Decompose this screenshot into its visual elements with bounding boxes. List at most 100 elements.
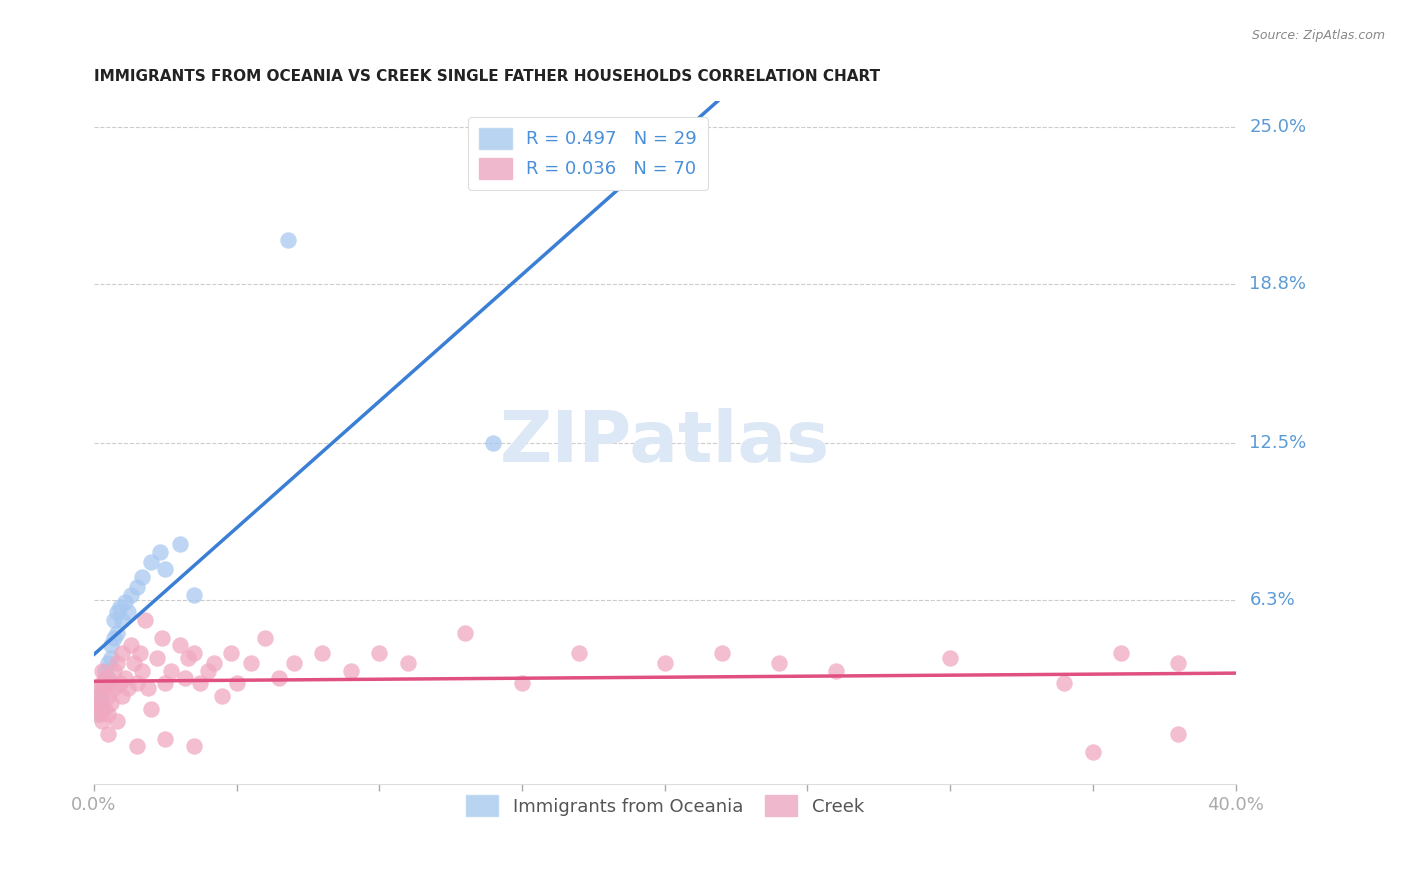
Point xyxy=(139,701,162,715)
Point xyxy=(825,664,848,678)
Text: Source: ZipAtlas.com: Source: ZipAtlas.com xyxy=(1251,29,1385,43)
Point xyxy=(174,671,197,685)
Point xyxy=(277,234,299,248)
Point xyxy=(86,706,108,721)
Point xyxy=(97,706,120,721)
Point xyxy=(108,600,131,615)
Point xyxy=(211,689,233,703)
Point xyxy=(939,651,962,665)
Text: 6.3%: 6.3% xyxy=(1250,591,1295,608)
Text: 25.0%: 25.0% xyxy=(1250,118,1306,136)
Point xyxy=(131,570,153,584)
Point xyxy=(103,681,125,696)
Point xyxy=(103,664,125,678)
Point xyxy=(100,697,122,711)
Point xyxy=(122,656,145,670)
Point xyxy=(97,727,120,741)
Text: IMMIGRANTS FROM OCEANIA VS CREEK SINGLE FATHER HOUSEHOLDS CORRELATION CHART: IMMIGRANTS FROM OCEANIA VS CREEK SINGLE … xyxy=(94,69,880,84)
Point xyxy=(339,664,361,678)
Point xyxy=(86,689,108,703)
Point xyxy=(1167,727,1189,741)
Point xyxy=(111,689,134,703)
Point xyxy=(105,625,128,640)
Point xyxy=(94,701,117,715)
Point xyxy=(91,714,114,728)
Point xyxy=(91,681,114,696)
Point xyxy=(254,631,277,645)
Point xyxy=(510,676,533,690)
Point xyxy=(136,681,159,696)
Text: ZIPatlas: ZIPatlas xyxy=(499,409,830,477)
Point xyxy=(117,606,139,620)
Point xyxy=(91,701,114,715)
Point xyxy=(91,676,114,690)
Point xyxy=(311,646,333,660)
Point xyxy=(219,646,242,660)
Legend: Immigrants from Oceania, Creek: Immigrants from Oceania, Creek xyxy=(458,788,872,823)
Point xyxy=(120,638,142,652)
Point xyxy=(125,580,148,594)
Point xyxy=(1053,676,1076,690)
Point xyxy=(188,676,211,690)
Point xyxy=(454,625,477,640)
Point xyxy=(710,646,733,660)
Point xyxy=(94,664,117,678)
Point xyxy=(155,731,177,746)
Point xyxy=(155,562,177,576)
Point xyxy=(105,606,128,620)
Point xyxy=(177,651,200,665)
Point xyxy=(1111,646,1133,660)
Point xyxy=(169,537,191,551)
Point xyxy=(114,595,136,609)
Point xyxy=(283,656,305,670)
Point xyxy=(1167,656,1189,670)
Point xyxy=(183,739,205,754)
Point xyxy=(768,656,790,670)
Point xyxy=(89,697,111,711)
Point xyxy=(89,697,111,711)
Point xyxy=(139,555,162,569)
Point xyxy=(94,681,117,696)
Point xyxy=(269,671,291,685)
Point xyxy=(89,706,111,721)
Point xyxy=(89,681,111,696)
Point xyxy=(103,613,125,627)
Point xyxy=(117,681,139,696)
Point xyxy=(183,588,205,602)
Point xyxy=(568,646,591,660)
Point xyxy=(94,671,117,685)
Point xyxy=(97,689,120,703)
Point xyxy=(368,646,391,660)
Point xyxy=(145,651,167,665)
Point xyxy=(103,631,125,645)
Point xyxy=(148,544,170,558)
Point xyxy=(100,651,122,665)
Point xyxy=(120,588,142,602)
Point xyxy=(160,664,183,678)
Point xyxy=(125,676,148,690)
Point xyxy=(225,676,247,690)
Point xyxy=(482,436,505,450)
Point xyxy=(202,656,225,670)
Point xyxy=(86,701,108,715)
Point xyxy=(108,676,131,690)
Point xyxy=(94,676,117,690)
Point xyxy=(239,656,262,670)
Point xyxy=(97,671,120,685)
Point xyxy=(105,714,128,728)
Point xyxy=(105,656,128,670)
Point xyxy=(654,656,676,670)
Point xyxy=(131,664,153,678)
Point xyxy=(169,638,191,652)
Point xyxy=(114,671,136,685)
Point xyxy=(125,739,148,754)
Point xyxy=(396,656,419,670)
Point xyxy=(128,646,150,660)
Point xyxy=(91,664,114,678)
Point xyxy=(100,638,122,652)
Point xyxy=(152,631,174,645)
Text: 12.5%: 12.5% xyxy=(1250,434,1306,452)
Point xyxy=(197,664,219,678)
Text: 18.8%: 18.8% xyxy=(1250,275,1306,293)
Point xyxy=(183,646,205,660)
